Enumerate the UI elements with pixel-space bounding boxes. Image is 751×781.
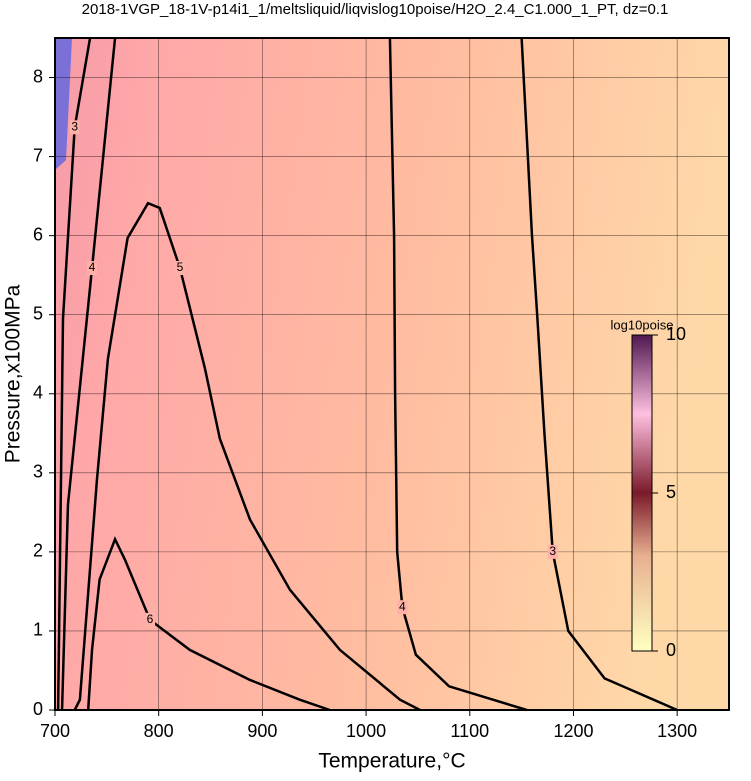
x-tick-label: 1000	[346, 721, 386, 741]
contour-label: 5	[177, 260, 184, 274]
y-tick-label: 2	[33, 541, 43, 561]
contour-label: 3	[549, 544, 556, 558]
y-tick-label: 5	[33, 303, 43, 323]
y-tick-label: 3	[33, 462, 43, 482]
colorbar-tick-label: 0	[666, 640, 676, 660]
y-tick-label: 4	[33, 383, 43, 403]
y-tick-label: 1	[33, 620, 43, 640]
colorbar-tick-label: 5	[666, 482, 676, 502]
x-tick-label: 800	[144, 721, 174, 741]
contour-line	[60, 37, 117, 711]
y-tick-label: 0	[33, 699, 43, 719]
contour-label: 4	[89, 260, 96, 274]
colorbar-label: log10poise	[611, 317, 674, 332]
contour-label-bg	[397, 600, 408, 615]
contour-label: 4	[399, 599, 406, 613]
y-tick-label: 8	[33, 66, 43, 86]
contour-label-bg	[144, 612, 155, 627]
x-tick-label: 700	[40, 721, 70, 741]
chart-title: 2018-1VGP_18-1V-p14i1_1/meltsliquid/liqv…	[82, 1, 669, 18]
y-tick-label: 6	[33, 224, 43, 244]
contour-line	[388, 37, 528, 712]
x-tick-label: 900	[247, 721, 277, 741]
contour-line	[56, 37, 92, 711]
colorbar-tick-label: 10	[666, 324, 686, 344]
colorbar	[631, 334, 653, 652]
contour-label-bg	[547, 544, 558, 559]
contour-label-bg	[87, 261, 98, 276]
plot-frame	[54, 37, 730, 711]
contour-label-bg	[69, 120, 80, 135]
contour-line	[520, 37, 678, 712]
x-tick-label: 1200	[553, 721, 593, 741]
low-region	[55, 38, 72, 170]
y-axis-label: Pressure,x100MPa	[2, 284, 25, 463]
x-tick-label: 1300	[657, 721, 697, 741]
x-tick-label: 1100	[450, 721, 489, 741]
contour-line	[86, 536, 331, 712]
contour-label-bg	[174, 261, 185, 276]
contour-label: 3	[71, 120, 78, 134]
y-tick-label: 7	[33, 145, 43, 165]
contour-label: 6	[147, 612, 154, 626]
x-axis-label: Temperature,°C	[318, 750, 465, 773]
